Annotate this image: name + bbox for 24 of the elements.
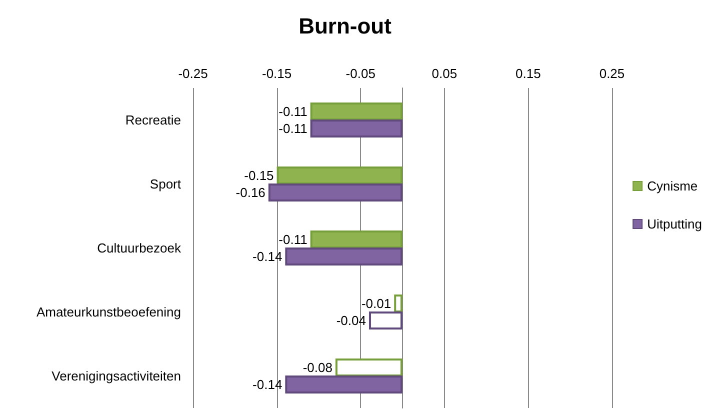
data-label: -0.15: [244, 168, 274, 183]
x-tick-label: 0.25: [599, 66, 625, 81]
x-tick-label: -0.15: [262, 66, 292, 81]
y-tick-label: Sport: [150, 176, 182, 192]
x-tick-label: 0.05: [432, 66, 458, 81]
y-tick-label: Verenigingsactiviteiten: [52, 368, 181, 384]
y-tick-label: Amateurkunstbeoefening: [36, 304, 181, 320]
data-label: -0.11: [278, 104, 308, 119]
y-tick-label: Recreatie: [125, 112, 181, 128]
legend-label: Cynisme: [647, 178, 698, 194]
data-label: -0.11: [278, 232, 308, 247]
legend-label: Uitputting: [647, 216, 702, 232]
x-tick-label: -0.25: [178, 66, 208, 81]
data-label: -0.04: [336, 313, 366, 328]
data-label: -0.14: [252, 249, 282, 264]
data-label: -0.08: [302, 360, 332, 375]
data-label: -0.01: [361, 296, 392, 311]
data-label: -0.16: [236, 185, 266, 200]
data-label: -0.14: [252, 377, 282, 392]
x-tick-label: -0.05: [346, 66, 376, 81]
y-tick-label: Cultuurbezoek: [97, 240, 182, 256]
data-label: -0.11: [278, 121, 308, 136]
chart-title: Burn-out: [298, 14, 392, 38]
x-tick-label: 0.15: [516, 66, 541, 81]
